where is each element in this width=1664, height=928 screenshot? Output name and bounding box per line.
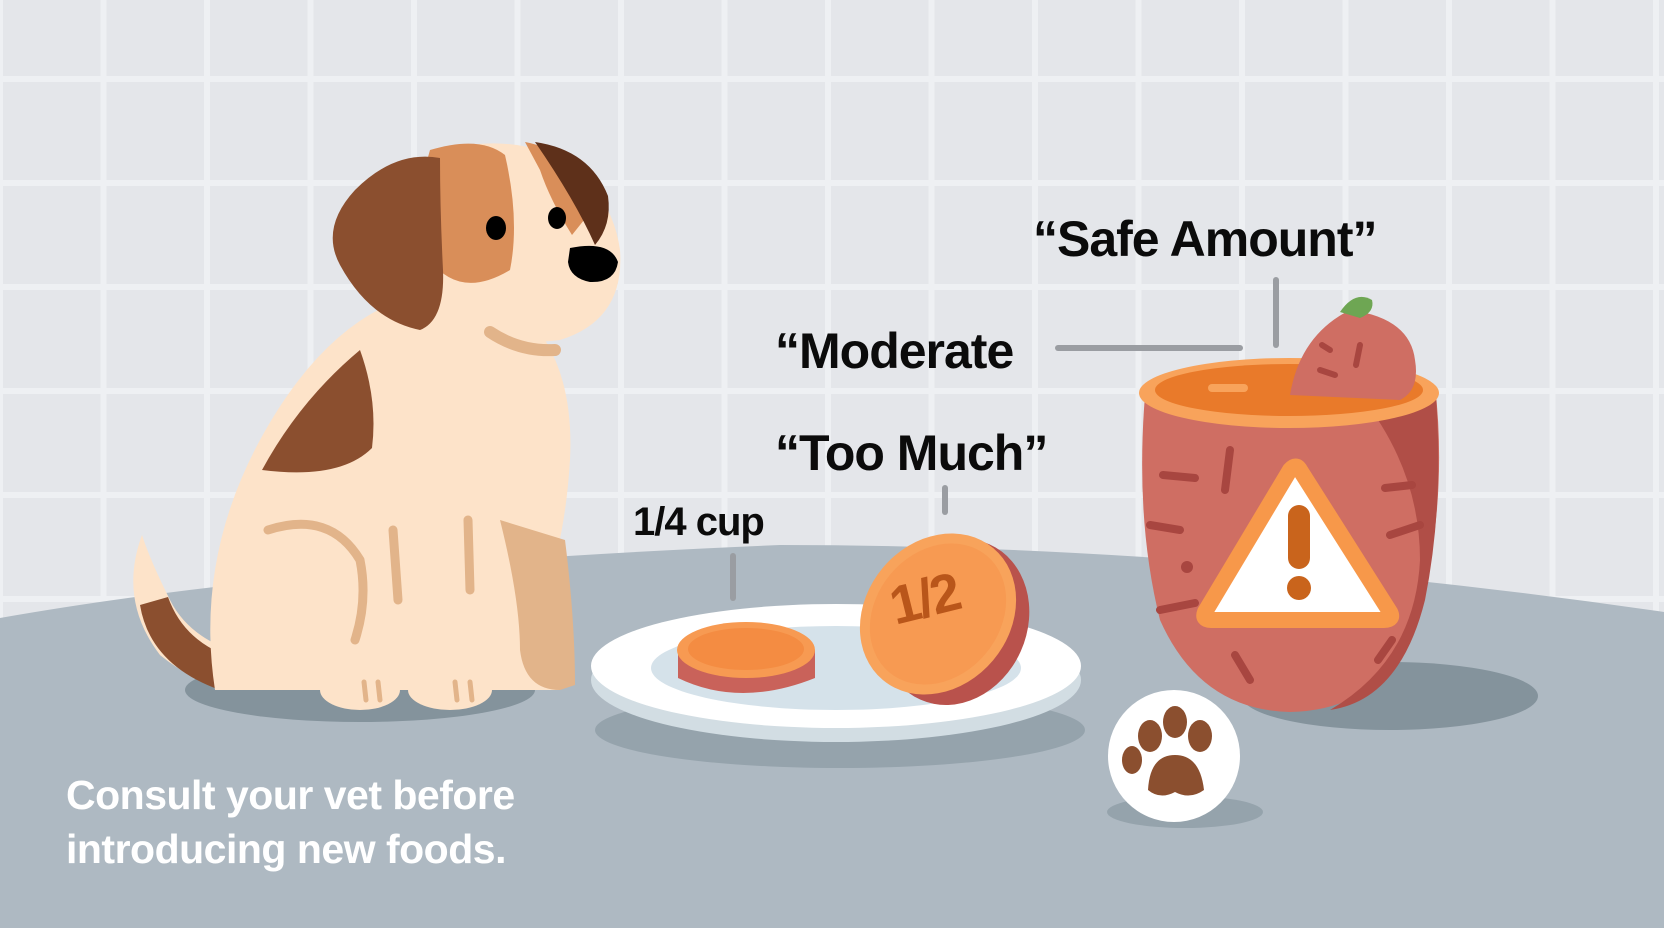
sweet-potato-container	[1139, 296, 1440, 712]
footer-note-line-1: Consult your vet before	[66, 772, 515, 818]
half-slice	[859, 533, 1030, 705]
safe-amount-label: “Safe Amount”	[1033, 211, 1377, 267]
quarter-cup-slice	[677, 622, 815, 693]
paw-badge	[1108, 690, 1240, 822]
dog-illustration	[133, 142, 621, 710]
too-much-label: “Too Much”	[775, 425, 1048, 481]
quarter-cup-label: 1/4 cup	[633, 500, 765, 544]
moderate-label: “Moderate	[775, 323, 1014, 379]
leader-lines	[730, 277, 1279, 601]
paw-print-icon	[1122, 706, 1212, 796]
footer-note: Consult your vet before introducing new …	[66, 768, 515, 876]
footer-note-line-2: introducing new foods.	[66, 826, 506, 872]
